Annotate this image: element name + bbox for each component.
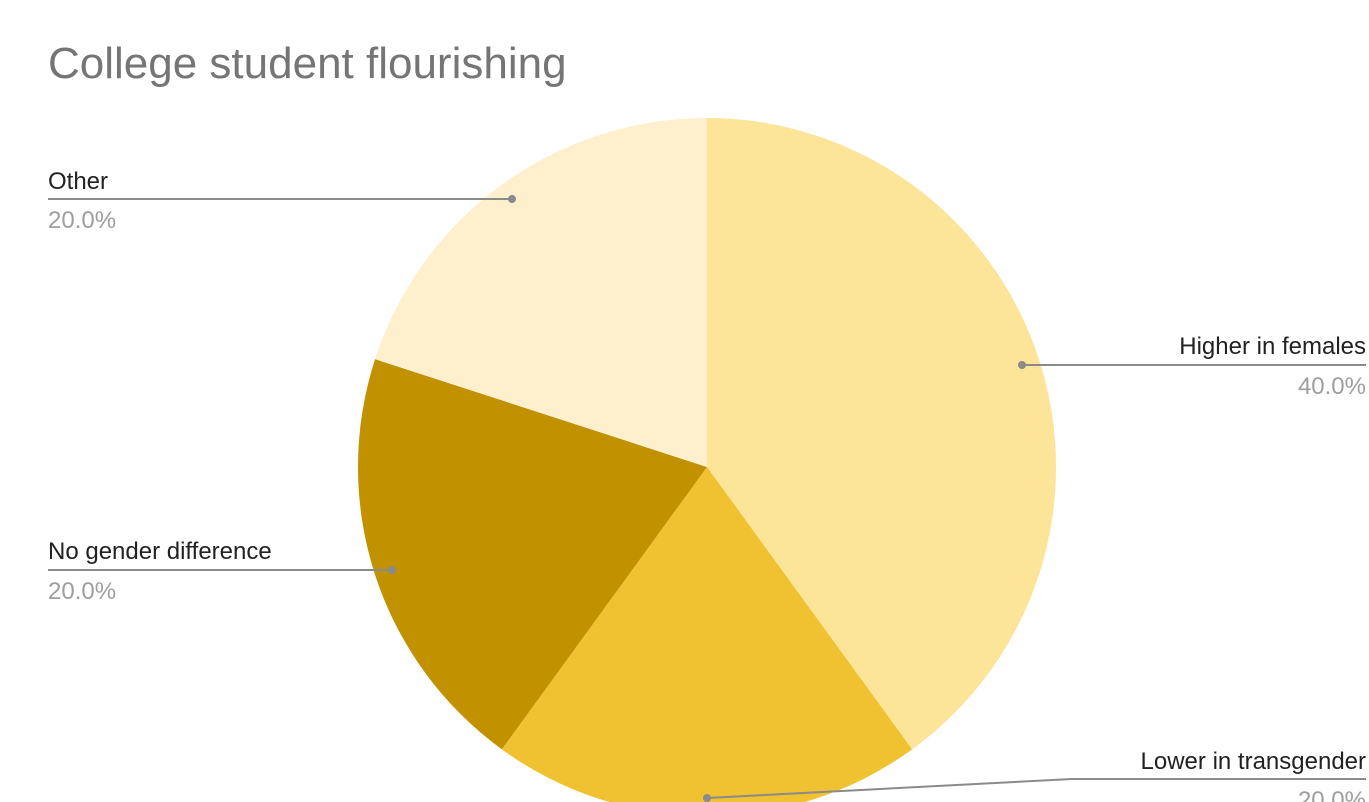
pie-callouts: Higher in females 40.0% Lower in transgend… bbox=[48, 168, 1366, 802]
callout-higher-in-females: Higher in females 40.0% bbox=[1018, 333, 1366, 400]
callout-anchor-dot bbox=[388, 566, 396, 574]
chart-title: College student flourishing bbox=[48, 39, 567, 88]
slice-percentage: 40.0% bbox=[1298, 373, 1366, 400]
pie-slice-no-gender-difference bbox=[357, 359, 707, 750]
pie-slice-higher-in-females bbox=[707, 118, 1056, 750]
callout-other: Other 20.0% bbox=[48, 168, 516, 234]
pie-slice-other bbox=[375, 118, 707, 467]
callout-anchor-dot bbox=[508, 195, 516, 203]
pie-slices bbox=[357, 118, 1056, 802]
slice-label: Other bbox=[48, 168, 108, 195]
callout-lower-in-transgender: Lower in transgender 20.0% bbox=[703, 748, 1366, 802]
slice-percentage: 20.0% bbox=[48, 207, 116, 234]
callout-no-gender-difference: No gender difference 20.0% bbox=[48, 538, 396, 605]
callout-anchor-dot bbox=[1018, 361, 1026, 369]
slice-percentage: 20.0% bbox=[1298, 787, 1366, 802]
slice-percentage: 20.0% bbox=[48, 578, 116, 605]
slice-label: Lower in transgender bbox=[1141, 748, 1366, 775]
pie-slice-lower-in-transgender bbox=[501, 467, 913, 802]
slice-label: No gender difference bbox=[48, 538, 272, 565]
callout-leader-line bbox=[706, 778, 1366, 799]
callout-anchor-dot bbox=[703, 794, 711, 802]
slice-label: Higher in females bbox=[1179, 333, 1366, 360]
